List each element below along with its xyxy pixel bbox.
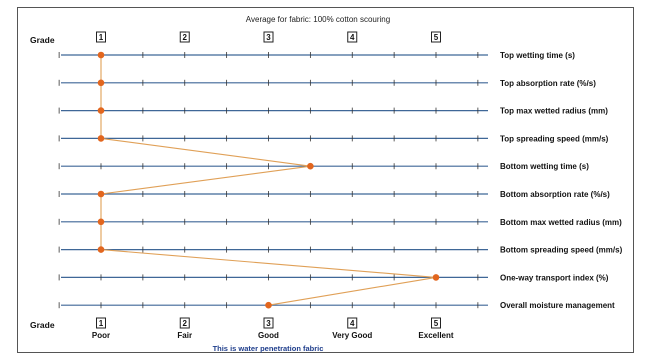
rating-label-2: Fair xyxy=(177,331,192,340)
bottom-grade-box-4 xyxy=(347,317,358,329)
top-grade-number-5: 5 xyxy=(434,33,439,42)
top-grade-number-3: 3 xyxy=(266,33,271,42)
marker-3 xyxy=(97,107,105,114)
connector-lines xyxy=(100,55,437,306)
chart-title: Average for fabric: 100% cotton scouring xyxy=(246,15,390,24)
top-grade-number-4: 4 xyxy=(350,33,355,42)
row-label-4: Top spreading speed (mm/s) xyxy=(500,134,609,143)
row-label-9: One-way transport index (%) xyxy=(500,273,609,282)
connector-4 xyxy=(100,137,311,167)
connector-8 xyxy=(100,249,437,278)
rating-label-3: Good xyxy=(258,331,279,340)
bottom-grade-scale: 1 Poor 2 Fair 3 Good 4 Very Good 5 Excellent xyxy=(92,317,454,340)
rating-label-5: Excellent xyxy=(418,331,453,340)
top-grade-box-4 xyxy=(347,31,358,43)
connector-9 xyxy=(268,276,437,306)
bottom-grade-number-1: 1 xyxy=(99,319,104,328)
marker-8 xyxy=(97,246,105,253)
row-label-8: Bottom spreading speed (mm/s) xyxy=(500,246,623,255)
marker-4 xyxy=(97,135,105,142)
bottom-grade-number-2: 2 xyxy=(183,319,188,328)
row-label-5: Bottom wetting time (s) xyxy=(500,162,589,171)
marker-2 xyxy=(97,79,105,87)
row-label-1: Top wetting time (s) xyxy=(500,51,575,60)
marker-10 xyxy=(265,301,272,309)
row-label-7: Bottom max wetted radius (mm) xyxy=(500,218,622,227)
marker-1 xyxy=(97,51,105,59)
top-grade-box-5 xyxy=(431,31,441,43)
row-label-2: Top absorption rate (%/s) xyxy=(500,79,596,88)
top-grade-box-2 xyxy=(179,31,190,43)
bottom-grade-box-5 xyxy=(431,317,441,329)
row-label-3: Top max wetted radius (mm) xyxy=(500,107,608,116)
chart-frame: Average for fabric: 100% cotton scouring… xyxy=(17,7,634,353)
bottom-grade-box-1 xyxy=(96,317,106,329)
top-grade-scale: 1 2 3 4 5 xyxy=(96,31,441,43)
attribute-rows: Top wetting time (s) Top absorption rate … xyxy=(58,51,623,310)
grade-markers xyxy=(97,51,440,309)
marker-6 xyxy=(97,190,105,198)
top-grade-number-2: 2 xyxy=(183,33,188,42)
row-label-6: Bottom absorption rate (%/s) xyxy=(500,190,610,199)
bottom-grade-number-3: 3 xyxy=(266,319,271,328)
top-grade-box-1 xyxy=(96,31,106,43)
row-label-10: Overall moisture management xyxy=(500,301,615,310)
bottom-grade-box-3 xyxy=(263,317,274,329)
bottom-grade-number-4: 4 xyxy=(350,319,355,328)
connector-5 xyxy=(100,165,311,195)
rating-label-1: Poor xyxy=(92,331,110,340)
bottom-grade-box-2 xyxy=(179,317,190,329)
grade-label-bottom: Grade xyxy=(30,320,55,330)
grade-label-top: Grade xyxy=(30,35,55,45)
bottom-grade-number-5: 5 xyxy=(434,319,439,328)
moisture-management-chart: Average for fabric: 100% cotton scouring… xyxy=(30,15,623,353)
rating-label-4: Very Good xyxy=(332,331,372,340)
marker-5 xyxy=(307,162,314,170)
marker-9 xyxy=(432,274,440,281)
top-grade-number-1: 1 xyxy=(99,33,104,42)
marker-7 xyxy=(97,218,105,226)
fabric-note: This is water penetration fabric xyxy=(213,344,324,353)
top-grade-box-3 xyxy=(263,31,274,43)
